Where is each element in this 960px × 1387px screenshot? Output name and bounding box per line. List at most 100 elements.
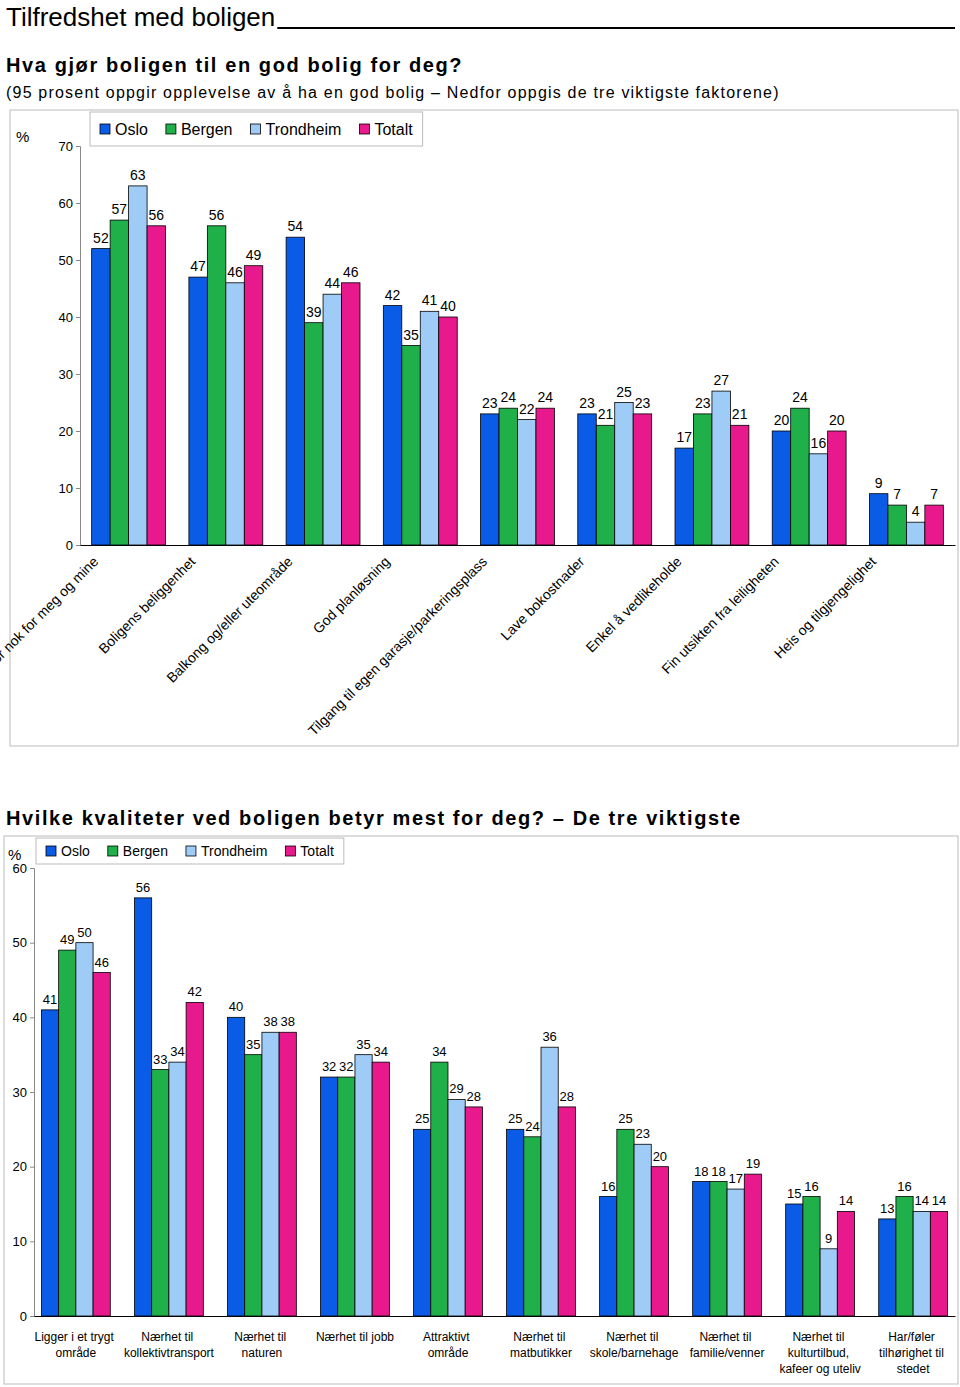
- data-labels: 5247544223231720957563935242123247634644…: [93, 167, 938, 519]
- data-label: 56: [136, 880, 150, 895]
- data-label: 13: [880, 1201, 894, 1216]
- data-label: 42: [385, 287, 401, 303]
- bars: [92, 186, 944, 545]
- data-label: 28: [467, 1089, 481, 1104]
- data-label: 9: [875, 475, 883, 491]
- bar: [228, 1017, 245, 1316]
- bar: [617, 1129, 634, 1316]
- y-tick-label: 0: [20, 1309, 27, 1324]
- data-label: 20: [774, 412, 790, 428]
- bar: [772, 431, 790, 545]
- bar: [305, 323, 323, 545]
- y-tick: 30: [59, 367, 80, 382]
- bar: [93, 973, 110, 1316]
- y-tick-label: 60: [59, 196, 73, 211]
- data-label: 20: [653, 1149, 667, 1164]
- y-tick: 60: [59, 196, 80, 211]
- bar: [828, 431, 846, 545]
- y-tick-mark: [76, 146, 80, 147]
- y-axis: 010203040506070: [59, 139, 81, 553]
- y-tick-label: 30: [59, 367, 73, 382]
- x-tick-label: Nærhet til naturen: [234, 1330, 289, 1360]
- data-labels: 4156403225251618151349333532342425181616…: [43, 880, 946, 1246]
- bar: [279, 1032, 296, 1316]
- bar: [169, 1062, 186, 1316]
- y-tick-mark: [76, 374, 80, 375]
- x-tick-label: Nærhet til skole/barnehage: [590, 1330, 679, 1360]
- legend-label: Trondheim: [266, 121, 342, 138]
- data-label: 24: [792, 389, 808, 405]
- bar: [189, 277, 207, 545]
- y-tick-mark: [76, 260, 80, 261]
- legend-label: Totalt: [374, 121, 413, 138]
- x-tick-label: Nærhet til kollektivtransport: [124, 1330, 215, 1360]
- y-tick: 70: [59, 139, 80, 154]
- y-tick: 20: [13, 1159, 34, 1174]
- bar: [152, 1070, 169, 1316]
- x-tick: Lave bokostnader: [497, 553, 587, 643]
- x-tick: Stor nok for meg og mine: [0, 553, 101, 676]
- bar: [879, 1219, 896, 1316]
- y-tick-mark: [76, 317, 80, 318]
- chart: Hva gjør boligen til en god bolig for de…: [0, 54, 958, 746]
- x-axis: Ligger i et trygt områdeNærhet til kolle…: [35, 1317, 956, 1376]
- bar: [536, 408, 554, 545]
- data-label: 49: [60, 932, 74, 947]
- chart-frame: [10, 110, 958, 746]
- bar: [615, 403, 633, 546]
- data-label: 44: [325, 275, 341, 291]
- data-label: 46: [94, 955, 108, 970]
- bar: [730, 425, 748, 545]
- y-tick: 0: [66, 538, 80, 553]
- y-tick: 40: [13, 1010, 34, 1025]
- data-label: 18: [711, 1164, 725, 1179]
- x-tick: Nærhet til naturen: [234, 1330, 289, 1360]
- title-rule: [277, 27, 955, 29]
- data-label: 33: [153, 1052, 167, 1067]
- y-axis-title: %: [16, 128, 29, 145]
- data-label: 14: [915, 1193, 929, 1208]
- data-label: 23: [695, 395, 711, 411]
- y-tick-mark: [30, 1167, 34, 1168]
- bar: [524, 1137, 541, 1316]
- x-tick-label: Nærhet til matbutikker: [510, 1330, 572, 1360]
- bar: [41, 1010, 58, 1316]
- bar: [207, 226, 225, 545]
- bar: [481, 414, 499, 545]
- bar: [414, 1129, 431, 1316]
- bar: [541, 1047, 558, 1316]
- legend-swatch: [251, 124, 261, 134]
- x-tick: Nærhet til jobb: [316, 1330, 394, 1344]
- x-tick: Enkel å vedlikeholde: [582, 553, 684, 655]
- bar: [383, 306, 401, 545]
- data-label: 23: [579, 395, 595, 411]
- x-axis-line: [81, 545, 956, 546]
- x-tick: Nærhet til kulturtilbud, kafeer og uteli…: [779, 1330, 860, 1376]
- data-label: 39: [306, 304, 322, 320]
- bar: [913, 1211, 930, 1316]
- y-tick-mark: [76, 488, 80, 489]
- y-tick-label: 10: [59, 481, 73, 496]
- legend-label: Oslo: [115, 121, 148, 138]
- x-tick-label: Nærhet til jobb: [316, 1330, 394, 1344]
- x-tick: Heis og tilgjengelighet: [771, 553, 879, 661]
- data-label: 7: [893, 486, 901, 502]
- y-tick-mark: [30, 1017, 34, 1018]
- data-label: 4: [912, 503, 920, 519]
- bar: [651, 1167, 668, 1316]
- y-tick-mark: [30, 943, 34, 944]
- y-tick: 50: [13, 935, 34, 950]
- x-tick: Nærhet til matbutikker: [510, 1330, 572, 1360]
- x-tick-label: Lave bokostnader: [497, 553, 587, 643]
- data-label: 25: [618, 1111, 632, 1126]
- data-label: 24: [500, 389, 516, 405]
- x-tick: Attraktivt område: [423, 1330, 473, 1360]
- x-tick-label: Tilgang til egen garasje/parkeringsplass: [305, 553, 490, 738]
- y-axis: 0102030405060: [13, 861, 35, 1324]
- bar: [499, 408, 517, 545]
- bar: [820, 1249, 837, 1316]
- bar: [323, 294, 341, 545]
- data-label: 14: [839, 1193, 853, 1208]
- y-tick: 50: [59, 253, 80, 268]
- legend-label: Totalt: [300, 843, 334, 859]
